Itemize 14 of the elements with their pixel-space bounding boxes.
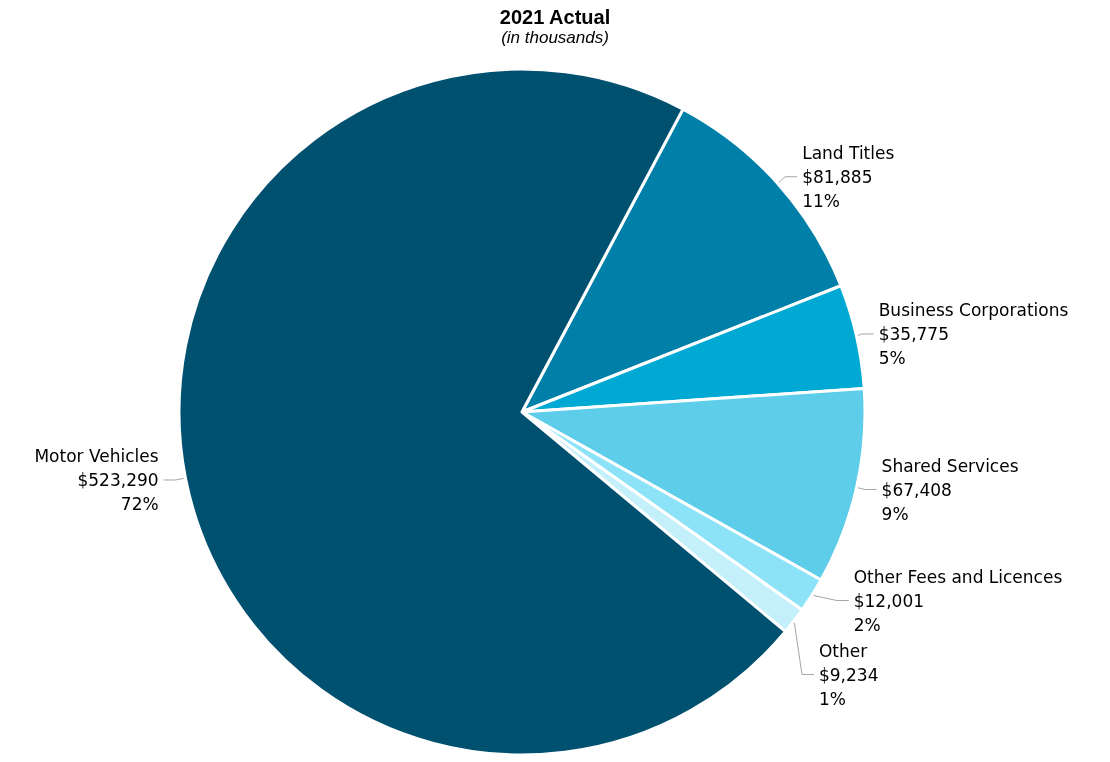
slice-label: Shared Services xyxy=(881,455,1019,476)
data-label: $35,775 5% xyxy=(878,323,950,368)
slice-label: Business Corporations xyxy=(878,299,1069,320)
slice-label: Other Fees and Licences xyxy=(853,566,1063,587)
slice-label: Other xyxy=(818,640,868,661)
slice-label: Motor Vehicles xyxy=(34,445,159,466)
slice-label: Land Titles xyxy=(802,142,895,163)
data-label: $9,234 1% xyxy=(818,664,879,709)
data-label: $67,408 9% xyxy=(881,479,952,524)
data-label: $523,290 72% xyxy=(77,469,159,514)
data-label: $81,885 11% xyxy=(802,166,873,211)
data-label: $12,001 2% xyxy=(853,590,925,635)
chart-subtitle: (in thousands) xyxy=(501,28,609,47)
chart-title: 2021 Actual xyxy=(499,6,611,28)
